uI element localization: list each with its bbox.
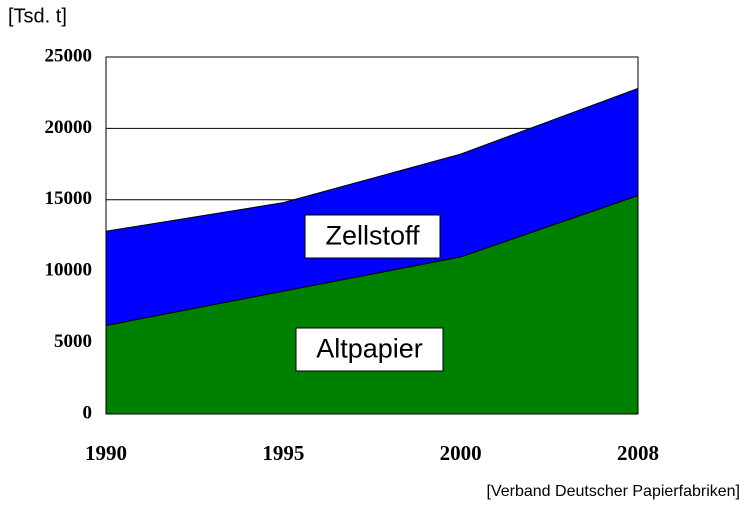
y-tick-label: 10000 [45, 260, 93, 281]
series-label: Altpapier [316, 334, 423, 364]
series-label: Zellstoff [325, 221, 420, 251]
x-tick-label: 2000 [440, 441, 482, 465]
y-axis-label: [Tsd. t] [8, 5, 67, 27]
y-tick-label: 25000 [45, 45, 93, 66]
y-tick-label: 20000 [45, 117, 93, 138]
source-note: [Verband Deutscher Papierfabriken] [487, 483, 740, 500]
x-tick-label: 1995 [262, 441, 304, 465]
y-tick-label: 0 [83, 402, 93, 423]
y-tick-label: 5000 [54, 331, 92, 352]
series-label-box [304, 214, 441, 259]
series-label-box [295, 327, 444, 372]
x-tick-label: 1990 [85, 441, 127, 465]
x-tick-label: 2008 [617, 441, 659, 465]
plot-border [105, 56, 639, 415]
y-tick-label: 15000 [45, 188, 93, 209]
